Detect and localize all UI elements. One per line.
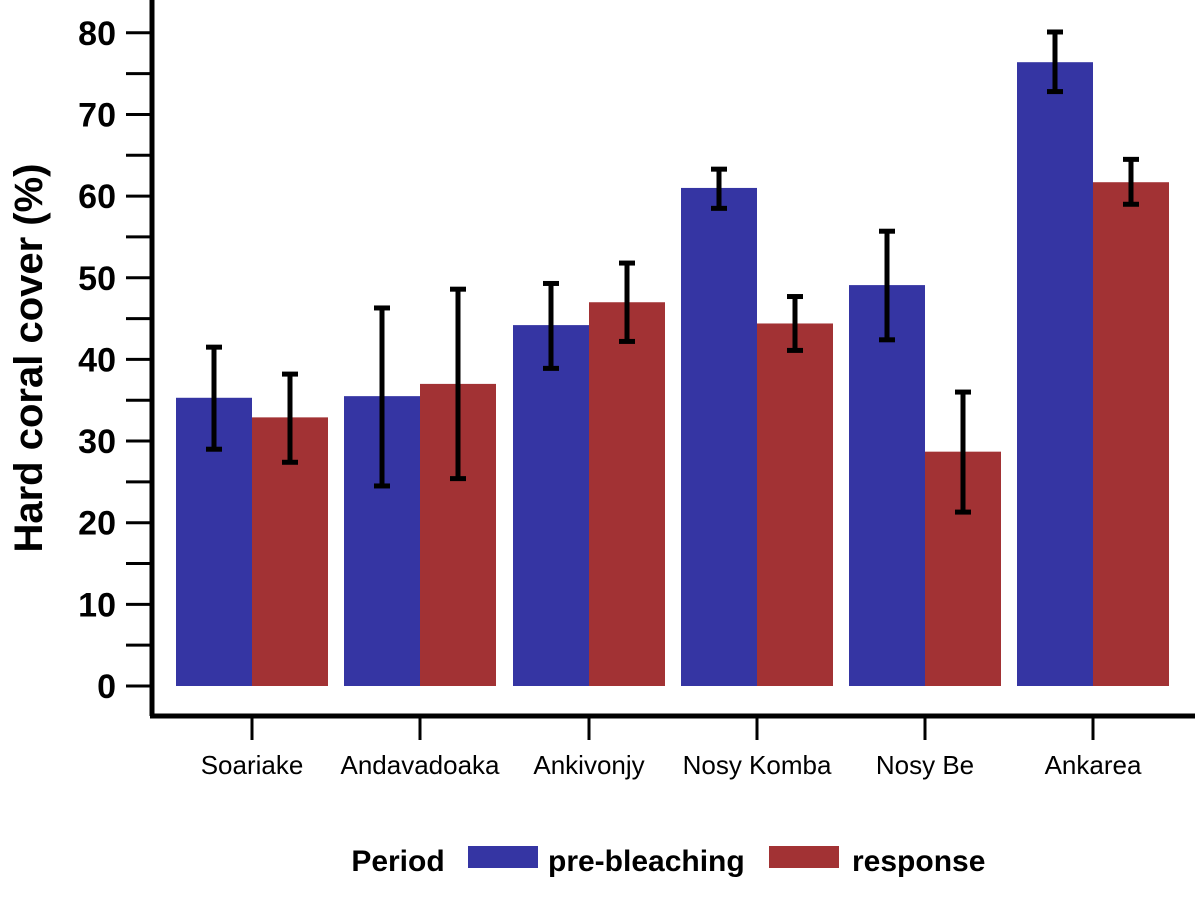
bar-response-ankarea — [1093, 182, 1169, 687]
error-bar-pre-bleaching-andavadoaka — [374, 305, 390, 489]
error-bar-response-nosy-komba — [787, 294, 803, 353]
y-tick-label: 50 — [78, 260, 116, 298]
y-tick-label: 40 — [78, 341, 116, 379]
y-tick-label: 10 — [78, 586, 116, 624]
bar-pre-bleaching-nosy-komba — [681, 187, 757, 686]
error-bar-pre-bleaching-ankarea — [1047, 29, 1063, 95]
bar-response-nosy-komba — [757, 323, 833, 686]
y-tick-label: 30 — [78, 423, 116, 461]
error-bar-response-nosy-be — [955, 389, 971, 515]
axes-layer: 0 10 20 30 40 50 60 70 80 Soariake Andavadoaka Anki… — [78, 0, 1195, 780]
error-bars-layer — [206, 29, 1139, 515]
error-bar-pre-bleaching-nosy-komba — [711, 166, 727, 211]
error-bar-pre-bleaching-ankivonjy — [543, 280, 559, 371]
y-tick-label: 60 — [78, 178, 116, 216]
legend-title: Period — [351, 845, 444, 878]
error-bar-response-ankarea — [1123, 156, 1139, 207]
y-tick-label: 70 — [78, 96, 116, 134]
bar-pre-bleaching-ankivonjy — [513, 325, 589, 686]
x-tick-label: Ankivonjy — [533, 750, 644, 780]
legend-label-pre-bleaching: pre-bleaching — [548, 845, 745, 878]
bar-response-ankivonjy — [589, 302, 665, 686]
x-tick-label: Andavadoaka — [340, 750, 500, 780]
y-tick-label: 20 — [78, 505, 116, 543]
x-tick-label: Ankarea — [1045, 750, 1142, 780]
bar-pre-bleaching-ankarea — [1017, 62, 1093, 687]
error-bar-response-soariake — [282, 371, 298, 465]
x-tick-label: Soariake — [201, 750, 304, 780]
legend-swatch-pre-bleaching — [468, 846, 538, 868]
error-bar-pre-bleaching-nosy-be — [879, 228, 895, 343]
y-tick-label: 80 — [78, 15, 116, 53]
legend-label-response: response — [852, 845, 985, 878]
legend: Period pre-bleaching response — [351, 845, 985, 878]
x-tick-label: Nosy Be — [876, 750, 974, 780]
error-bar-pre-bleaching-soariake — [206, 344, 222, 452]
legend-swatch-response — [769, 846, 839, 868]
error-bar-response-ankivonjy — [619, 260, 635, 344]
bar-pre-bleaching-nosy-be — [849, 285, 925, 686]
bars-layer — [176, 62, 1169, 687]
x-tick-label: Nosy Komba — [683, 750, 832, 780]
error-bar-response-andavadoaka — [450, 286, 466, 482]
y-tick-label: 0 — [97, 668, 116, 706]
y-axis-label: Hard coral cover (%) — [7, 163, 51, 552]
